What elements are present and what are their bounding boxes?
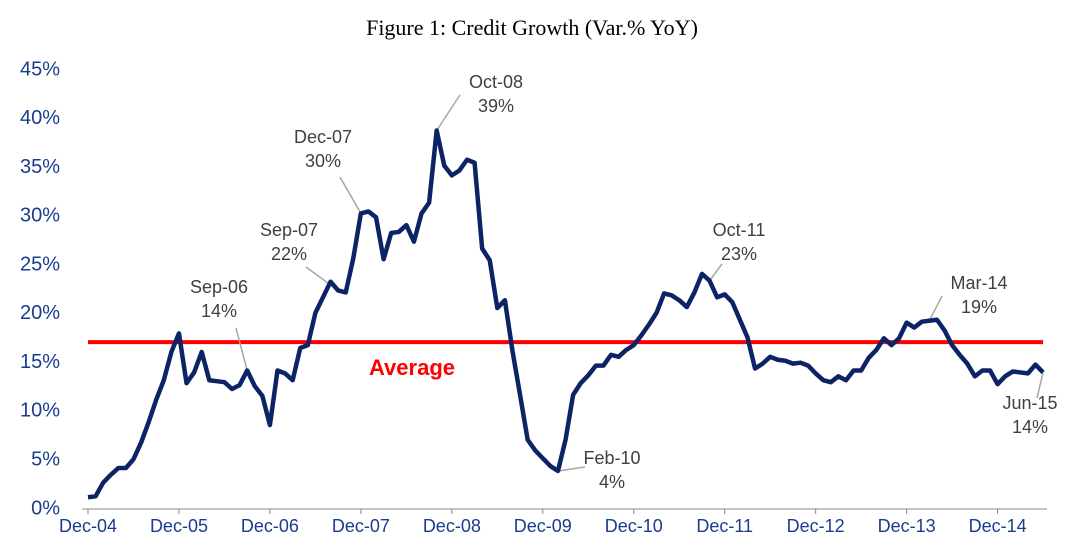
x-tick-label: Dec-06 <box>241 516 299 536</box>
x-tick-label: Dec-05 <box>150 516 208 536</box>
annotation-date: Oct-11 <box>713 220 766 240</box>
y-tick-label: 15% <box>20 351 60 373</box>
annotation-date: Jun-15 <box>1002 393 1057 413</box>
y-tick-label: 40% <box>20 107 60 129</box>
data-line <box>87 128 1045 500</box>
x-tick-label: Dec-08 <box>423 516 481 536</box>
y-tick-label: 0% <box>31 497 60 519</box>
x-tick-label: Dec-14 <box>969 516 1027 536</box>
x-tick-label: Dec-04 <box>59 516 117 536</box>
leader-line <box>557 466 586 472</box>
data-label: 4% <box>599 472 625 492</box>
y-tick-label: 5% <box>31 449 60 471</box>
data-label: 14% <box>1012 417 1048 437</box>
leader-line <box>339 176 362 214</box>
x-tick-label: Dec-12 <box>787 516 845 536</box>
data-label: 39% <box>478 96 514 116</box>
data-label: 14% <box>201 301 237 321</box>
data-label: 30% <box>305 151 341 171</box>
x-tick-label: Dec-13 <box>878 516 936 536</box>
leader-line <box>708 263 723 282</box>
annotation-date: Dec-07 <box>294 127 352 147</box>
data-label: 19% <box>961 297 997 317</box>
chart-title: Figure 1: Credit Growth (Var.% YoY) <box>366 15 698 40</box>
x-tick-label: Dec-10 <box>605 516 663 536</box>
annotation-date: Feb-10 <box>583 448 640 468</box>
annotation-date: Mar-14 <box>950 273 1007 293</box>
annotation-date: Sep-07 <box>260 220 318 240</box>
y-tick-label: 30% <box>20 205 60 227</box>
y-tick-label: 10% <box>20 400 60 422</box>
y-tick-label: 45% <box>20 58 60 80</box>
x-tick-label: Dec-07 <box>332 516 390 536</box>
x-tick-label: Dec-09 <box>514 516 572 536</box>
data-label: 22% <box>271 244 307 264</box>
leader-line <box>1036 372 1044 399</box>
leader-line <box>235 327 248 371</box>
leader-line <box>436 94 461 131</box>
data-label: 23% <box>721 244 757 264</box>
x-tick-label: Dec-11 <box>696 516 753 536</box>
leader-line <box>928 295 943 322</box>
y-tick-label: 25% <box>20 253 60 275</box>
y-tick-label: 20% <box>20 302 60 324</box>
y-tick-label: 35% <box>20 156 60 178</box>
annotation-date: Oct-08 <box>469 72 523 92</box>
average-label: Average <box>369 355 455 380</box>
annotation-date: Sep-06 <box>190 277 248 297</box>
